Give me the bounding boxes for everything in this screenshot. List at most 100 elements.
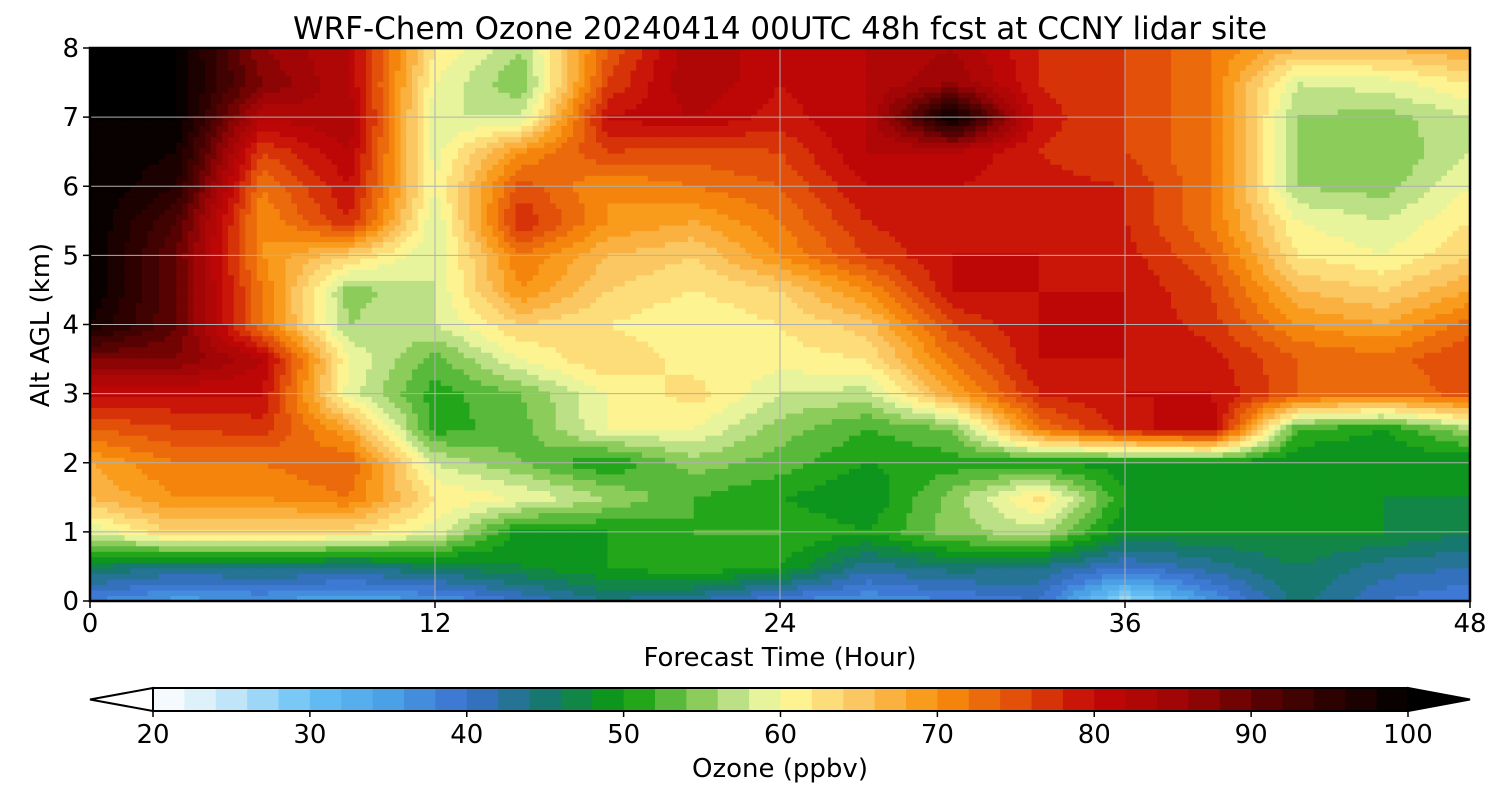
heatmap-cell <box>262 523 269 530</box>
heatmap-cell <box>716 540 724 547</box>
heatmap-cell <box>1435 578 1442 586</box>
heatmap-cell <box>1079 578 1086 586</box>
heatmap-cell <box>509 540 517 547</box>
heatmap-cell <box>1171 595 1178 601</box>
heatmap-cell <box>975 595 982 601</box>
heatmap-cell <box>693 589 701 597</box>
heatmap-cell <box>808 551 816 558</box>
heatmap-cell <box>1366 573 1373 580</box>
heatmap-cell <box>216 501 223 508</box>
heatmap-cell <box>860 578 867 586</box>
heatmap-cell <box>366 567 373 574</box>
heatmap-cell <box>274 495 281 503</box>
heatmap-cell <box>1119 540 1126 547</box>
heatmap-cell <box>929 518 936 525</box>
heatmap-cell <box>584 551 591 558</box>
heatmap-cell <box>1130 545 1138 552</box>
heatmap-cell <box>1280 556 1287 563</box>
heatmap-cell <box>550 506 557 514</box>
heatmap-cell <box>808 595 816 601</box>
heatmap-cell <box>670 578 678 586</box>
heatmap-cell <box>1274 589 1281 597</box>
heatmap-cell <box>107 578 114 586</box>
heatmap-cell <box>1389 490 1396 497</box>
heatmap-cell <box>636 490 643 497</box>
heatmap-cell <box>935 512 942 519</box>
heatmap-cell <box>636 573 643 580</box>
heatmap-cell <box>1084 490 1092 497</box>
heatmap-cell <box>734 523 741 530</box>
heatmap-cell <box>222 490 229 497</box>
heatmap-cell <box>958 501 965 508</box>
heatmap-cell <box>1320 584 1327 591</box>
heatmap-cell <box>1401 518 1408 525</box>
heatmap-cell <box>90 495 97 503</box>
heatmap-cell <box>354 551 361 558</box>
heatmap-cell <box>1107 551 1115 558</box>
heatmap-cell <box>90 501 97 508</box>
heatmap-cell <box>245 578 252 586</box>
heatmap-cell <box>952 573 959 580</box>
heatmap-cell <box>417 595 425 601</box>
heatmap-cell <box>435 562 442 569</box>
heatmap-cell <box>164 490 172 497</box>
heatmap-cell <box>1372 534 1379 541</box>
heatmap-cell <box>647 495 655 503</box>
heatmap-cell <box>693 578 701 586</box>
heatmap-cell <box>1050 512 1057 519</box>
heatmap-cell <box>1378 562 1385 569</box>
heatmap-cell <box>918 523 925 530</box>
heatmap-cell <box>193 501 200 508</box>
heatmap-cell <box>1050 523 1057 530</box>
heatmap-cell <box>866 551 873 558</box>
heatmap-cell <box>923 578 931 586</box>
heatmap-cell <box>147 584 154 591</box>
heatmap-cell <box>1452 578 1460 586</box>
heatmap-cell <box>912 518 919 525</box>
heatmap-cell <box>1372 545 1379 552</box>
heatmap-cell <box>1441 589 1448 597</box>
heatmap-cell <box>826 578 833 586</box>
heatmap-cell <box>256 506 264 514</box>
heatmap-cell <box>291 518 298 525</box>
heatmap-cell <box>1349 512 1356 519</box>
heatmap-cell <box>797 567 804 574</box>
heatmap-cell <box>492 595 499 601</box>
heatmap-cell <box>757 595 764 601</box>
heatmap-cell <box>895 518 902 525</box>
heatmap-cell <box>895 567 902 574</box>
heatmap-cell <box>1119 518 1126 525</box>
heatmap-cell <box>774 495 781 503</box>
heatmap-cell <box>297 595 304 601</box>
heatmap-cell <box>1130 562 1138 569</box>
heatmap-cell <box>124 523 131 530</box>
heatmap-cell <box>262 540 269 547</box>
heatmap-cell <box>377 518 384 525</box>
heatmap-cell <box>463 578 471 586</box>
heatmap-cell <box>1263 545 1270 552</box>
heatmap-cell <box>486 545 494 552</box>
heatmap-cell <box>1378 518 1385 525</box>
heatmap-cell <box>498 501 505 508</box>
heatmap-cell <box>728 578 735 586</box>
heatmap-cell <box>785 551 793 558</box>
heatmap-cell <box>1245 540 1253 547</box>
heatmap-cell <box>153 562 160 569</box>
heatmap-cell <box>1280 518 1287 525</box>
heatmap-cell <box>1332 556 1339 563</box>
heatmap-cell <box>251 495 258 503</box>
heatmap-cell <box>1176 578 1184 586</box>
heatmap-cell <box>417 562 425 569</box>
heatmap-cell <box>1251 495 1258 503</box>
heatmap-cell <box>1332 595 1339 601</box>
heatmap-cell <box>768 506 775 514</box>
heatmap-cell <box>647 551 655 558</box>
heatmap-cell <box>1320 490 1327 497</box>
heatmap-cell <box>854 551 862 558</box>
heatmap-cell <box>964 545 971 552</box>
heatmap-cell <box>1113 506 1120 514</box>
heatmap-cell <box>1090 573 1097 580</box>
heatmap-cell <box>1349 490 1356 497</box>
heatmap-cell <box>1412 512 1419 519</box>
heatmap-cell <box>515 518 522 525</box>
